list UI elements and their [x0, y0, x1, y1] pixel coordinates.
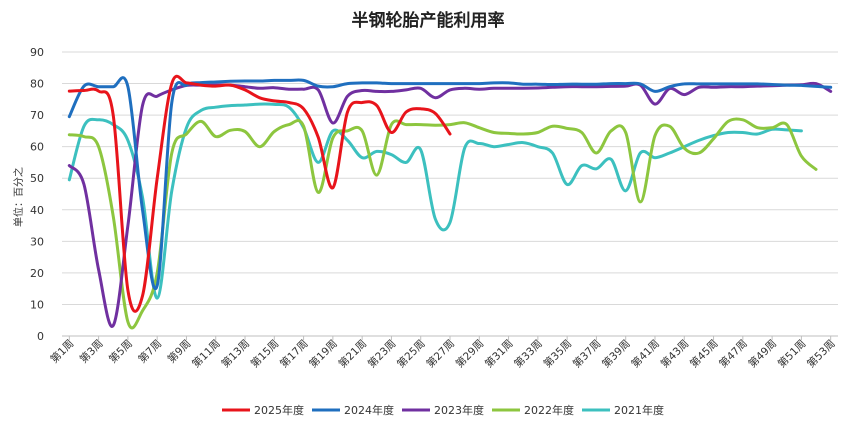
- x-tick-label: 第1周: [48, 337, 77, 366]
- legend-label: 2023年度: [434, 403, 484, 417]
- x-tick-label: 第33周: [511, 337, 544, 370]
- y-tick-label: 20: [30, 267, 44, 280]
- x-tick-label: 第47周: [716, 337, 749, 370]
- x-tick-label: 第17周: [277, 337, 310, 370]
- x-tick-label: 第35周: [541, 337, 574, 370]
- x-tick-label: 第25周: [394, 337, 427, 370]
- y-axis-label: 单位：百分之: [12, 167, 25, 227]
- legend-label: 2021年度: [614, 403, 664, 417]
- x-tick-label: 第53周: [804, 337, 837, 370]
- series-lines: [67, 74, 833, 330]
- x-tick-label: 第39周: [599, 337, 632, 370]
- grid-lines: [62, 51, 838, 305]
- x-tick-label: 第41周: [629, 337, 662, 370]
- y-tick-label: 30: [30, 235, 44, 248]
- x-tick-label: 第49周: [746, 337, 779, 370]
- x-tick-label: 第13周: [219, 337, 252, 370]
- x-tick-label: 第45周: [687, 337, 720, 370]
- legend-label: 2022年度: [524, 403, 574, 417]
- legend-label: 2024年度: [344, 403, 394, 417]
- y-tick-label: 80: [30, 78, 44, 91]
- x-tick-label: 第51周: [775, 337, 808, 370]
- series-line-2025年度: [67, 74, 452, 313]
- chart-title: 半钢轮胎产能利用率: [351, 11, 505, 31]
- y-tick-label: 10: [30, 298, 44, 311]
- x-tick-label: 第37周: [570, 337, 603, 370]
- x-tick-label: 第15周: [248, 337, 281, 370]
- y-tick-label: 60: [30, 141, 44, 154]
- x-tick-label: 第11周: [189, 337, 222, 370]
- legend: 2025年度 2024年度 2023年度 2022年度 2021年度: [222, 403, 664, 417]
- y-tick-label: 40: [30, 204, 44, 217]
- series-line-2022年度: [67, 117, 818, 330]
- series-line-2023年度: [67, 81, 833, 328]
- x-tick-label: 第3周: [77, 337, 106, 366]
- axes: [62, 335, 838, 340]
- y-tick-label: 70: [30, 109, 44, 122]
- series-line-2021年度: [67, 102, 803, 300]
- x-tick-label: 第29周: [453, 337, 486, 370]
- y-tick-labels: 0 10 20 30 40 50 60 70 80 90: [30, 46, 44, 343]
- x-tick-label: 第31周: [482, 337, 515, 370]
- legend-label: 2025年度: [254, 403, 304, 417]
- x-tick-label: 第19周: [306, 337, 339, 370]
- y-tick-label: 90: [30, 46, 44, 59]
- x-tick-label: 第27周: [424, 337, 457, 370]
- x-tick-label: 第21周: [336, 337, 369, 370]
- x-tick-label: 第7周: [136, 337, 165, 366]
- series-line-2024年度: [67, 76, 833, 291]
- x-tick-label: 第5周: [106, 337, 135, 366]
- y-tick-label: 50: [30, 172, 44, 185]
- x-tick-label: 第43周: [658, 337, 691, 370]
- x-tick-labels: 第1周 第3周 第5周 第7周 第9周第11周第13周第15周第17周第19周第21周第…: [48, 337, 838, 370]
- y-tick-label: 0: [37, 330, 44, 343]
- x-tick-label: 第23周: [365, 337, 398, 370]
